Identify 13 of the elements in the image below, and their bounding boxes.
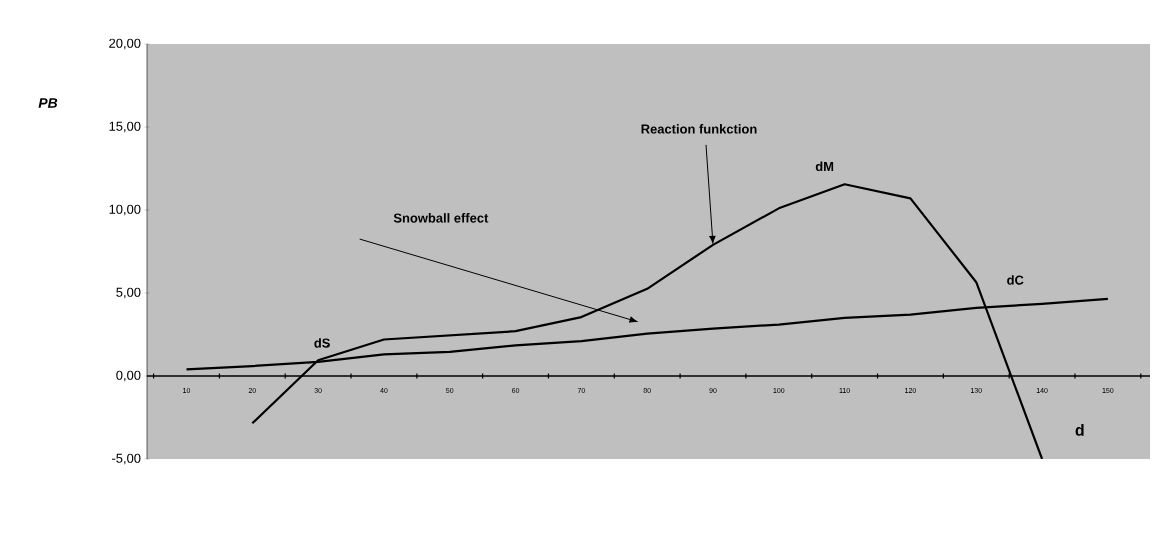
y-tick-label: 10,00	[109, 204, 141, 216]
annotation: dS	[314, 338, 330, 348]
annotation: Snowball effect	[393, 213, 489, 223]
x-axis-title: d	[1075, 424, 1084, 436]
annotation: dM	[815, 161, 834, 172]
y-tick-label: -5,00	[112, 453, 141, 465]
y-axis-title: PB	[38, 98, 58, 108]
y-tick-label: 5,00	[116, 287, 141, 299]
y-tick-label: 20,00	[109, 38, 141, 50]
y-tick-label: 15,00	[109, 121, 141, 133]
annotation: Reaction funkction	[641, 124, 757, 134]
y-tick-label: 0,00	[116, 370, 141, 382]
annotation: dC	[1007, 275, 1024, 285]
